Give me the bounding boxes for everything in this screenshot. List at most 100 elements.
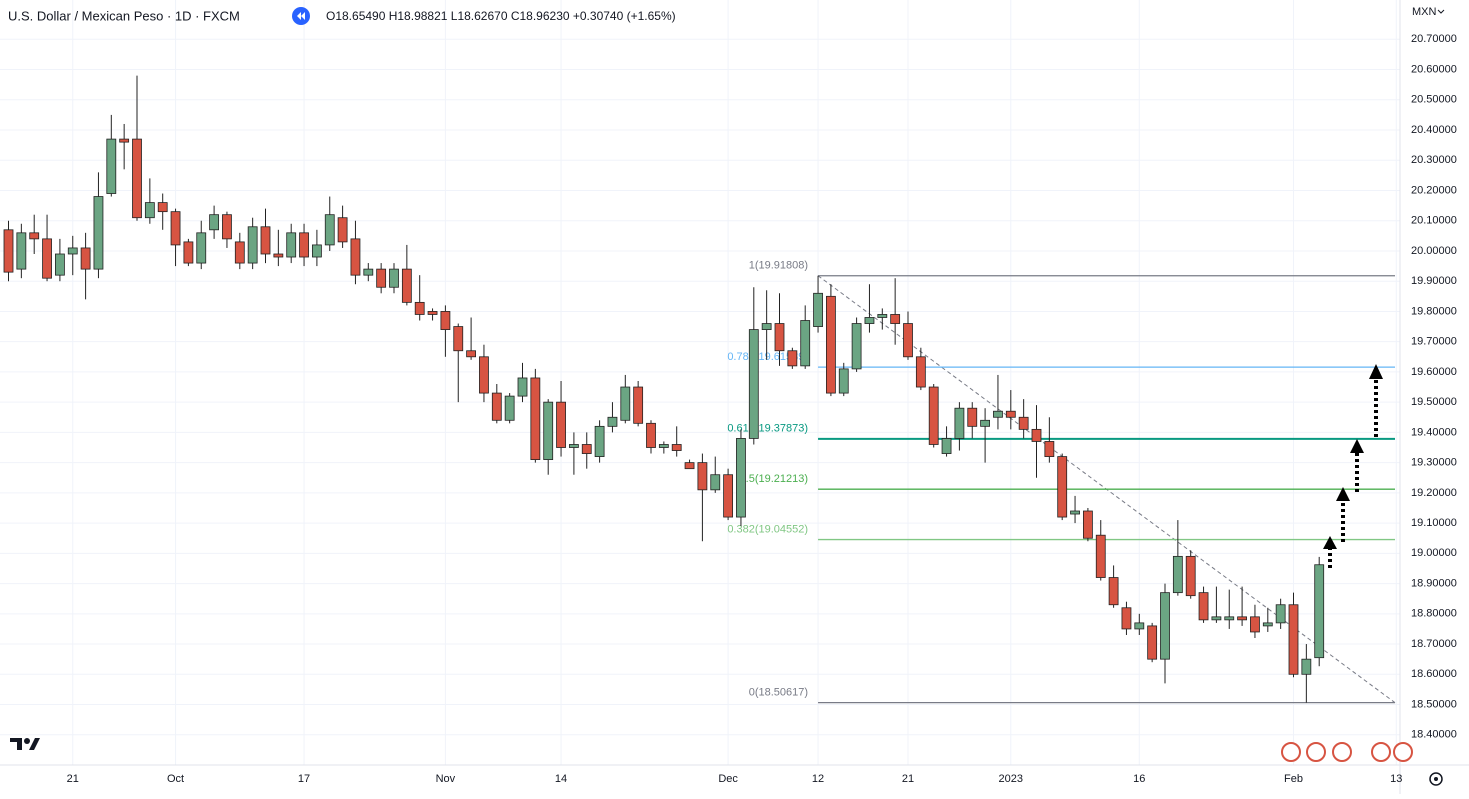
candle-body (774, 323, 785, 352)
y-tick-label: 18.90000 (1411, 577, 1457, 589)
candle-body (748, 329, 759, 439)
currency-label[interactable]: MXN (1412, 6, 1437, 18)
projection-arrows (1323, 364, 1383, 568)
candle-body (1134, 622, 1145, 630)
y-tick-label: 18.40000 (1411, 729, 1457, 741)
candle-body (1237, 616, 1247, 621)
candle-body (55, 253, 65, 276)
candle-body (247, 226, 258, 264)
candle-body (16, 232, 27, 270)
candle-body (980, 419, 990, 427)
candle-body (363, 268, 374, 276)
y-tick-label: 19.50000 (1411, 396, 1457, 408)
candle-body (1121, 607, 1132, 630)
candle-body (671, 444, 682, 451)
candle-body (543, 401, 554, 461)
candle-body (337, 217, 348, 243)
candle-body (761, 323, 772, 330)
candle-body (170, 211, 181, 246)
candle-body (427, 311, 438, 315)
settings-icon[interactable] (1429, 772, 1443, 786)
candle-body (1031, 428, 1042, 442)
y-tick-label: 20.00000 (1411, 245, 1457, 257)
candle-body (1070, 510, 1080, 515)
event-flags[interactable] (1281, 742, 1413, 762)
candle-body (196, 232, 207, 264)
candle-body (324, 214, 335, 246)
candle-body (1211, 616, 1222, 621)
candle-body (928, 386, 939, 445)
candle-body (697, 462, 708, 491)
candle-body (826, 295, 836, 394)
y-tick-label: 19.40000 (1411, 426, 1457, 438)
candle-body (1185, 555, 1196, 597)
y-tick-label: 18.50000 (1411, 698, 1457, 710)
candle-body (350, 238, 361, 276)
candle-body (684, 462, 695, 470)
x-tick-label: 21 (902, 773, 914, 785)
x-tick-label: 17 (298, 773, 310, 785)
candle-body (1224, 616, 1235, 621)
candle-body (311, 244, 322, 258)
candle-body (941, 438, 952, 454)
candle-body (581, 444, 592, 454)
candle-body (1275, 604, 1286, 624)
candle-body (286, 232, 297, 258)
y-tick-label: 19.70000 (1411, 336, 1457, 348)
candle-body (517, 377, 528, 397)
candle-body (299, 232, 309, 258)
candle-body (234, 241, 245, 264)
candle-body (620, 386, 631, 421)
candle-body (222, 214, 232, 240)
candle-body (877, 314, 888, 318)
candle-body (1172, 555, 1183, 594)
candle-body (1044, 441, 1055, 457)
candle-body (993, 410, 1003, 418)
candle-body (813, 292, 823, 327)
candle-body (1301, 658, 1312, 675)
tv-logo[interactable] (10, 738, 40, 750)
x-tick-label: Nov (436, 773, 456, 785)
candle-body (1108, 577, 1119, 606)
candle-body (954, 407, 965, 439)
x-tick-label: Dec (718, 773, 738, 785)
candle-body (504, 395, 515, 421)
replay-icon (297, 12, 305, 20)
candle-body (3, 229, 14, 273)
candle-body (479, 356, 489, 394)
x-tick-label: 21 (67, 773, 79, 785)
candle-body (1198, 592, 1209, 621)
y-tick-label: 18.70000 (1411, 638, 1457, 650)
x-tick-label: 13 (1390, 773, 1402, 785)
candle-body (209, 214, 220, 231)
candle-body (119, 138, 130, 143)
x-tick-label: Oct (167, 773, 184, 785)
ohlc-values: O18.65490 H18.98821 L18.62670 C18.96230 … (326, 9, 676, 23)
fib-level-label: 0(18.50617) (749, 687, 808, 699)
arrow-head (1350, 439, 1364, 453)
candle-body (1288, 604, 1299, 675)
candle-body (1083, 510, 1093, 539)
candle-body (967, 407, 978, 427)
candle-body (1160, 592, 1170, 660)
x-tick-label: 2023 (999, 773, 1023, 785)
candle-body (607, 416, 618, 427)
candle-body (93, 196, 104, 270)
candle-body (273, 253, 284, 258)
candle-body (29, 232, 40, 240)
x-tick-label: 14 (555, 773, 567, 785)
candle-body (1314, 564, 1325, 659)
candle-body (466, 350, 477, 358)
candle-body (787, 350, 798, 367)
y-tick-label: 19.60000 (1411, 366, 1457, 378)
candle-body (376, 268, 387, 288)
fib-level-label: 0.382(19.04552) (727, 523, 808, 535)
candle-body (646, 422, 656, 448)
candle-body (144, 202, 155, 219)
fib-level-label: 1(19.91808) (749, 260, 808, 272)
currency-caret (1437, 9, 1445, 14)
candle-body (491, 392, 502, 421)
y-tick-label: 18.80000 (1411, 608, 1457, 620)
